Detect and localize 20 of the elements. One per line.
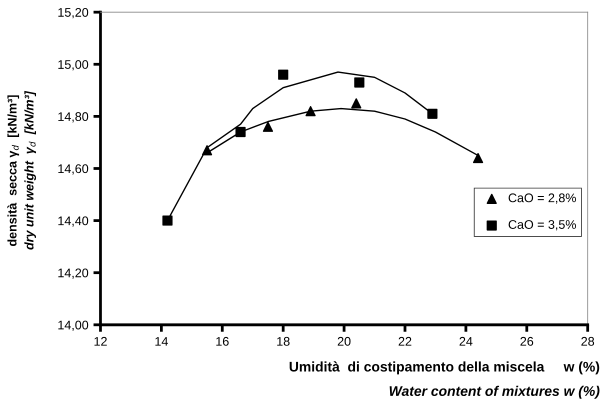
- x-tick-label: 14: [155, 337, 168, 346]
- x-tick-label: 28: [581, 336, 594, 346]
- x-tick-label: 24: [460, 336, 472, 346]
- x-axis-title: Umidità di costipamento della miscela w (%) Water content of mixtures w (%): [290, 361, 600, 399]
- y-tick-label: 14,60: [58, 164, 88, 175]
- y-tick-label: 15,20: [58, 8, 88, 18]
- x-tick-label: 12: [94, 336, 107, 346]
- x-tick-label: 16: [216, 336, 229, 346]
- legend-label: CaO = 3,5%: [508, 220, 576, 230]
- y-tick-label: 14,80: [58, 112, 88, 123]
- x-tick-label: 20: [338, 336, 351, 346]
- y-tick-label: 15,00: [58, 60, 88, 70]
- y-tick-label: 14,40: [58, 216, 88, 227]
- y-axis-title: densità secca γ$_{d}$ [kN/m³] dry unit weight γ$_{d}$ [kN/m³]: [7, 90, 36, 250]
- x-tick-label: 18: [277, 336, 290, 346]
- y-tick-label: 14,00: [58, 320, 88, 331]
- x-tick-label: 26: [520, 336, 534, 346]
- x-tick-label: 22: [398, 336, 412, 346]
- legend-label: CaO = 2,8%: [508, 193, 576, 204]
- y-tick-label: 14,20: [58, 268, 88, 279]
